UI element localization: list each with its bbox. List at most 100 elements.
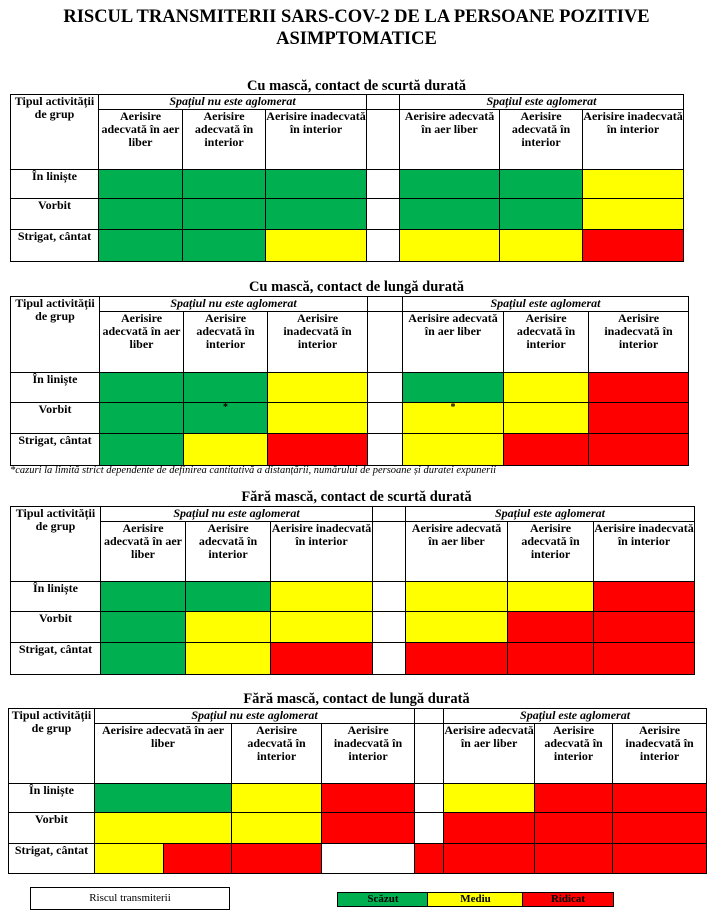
risk-cell-medium <box>183 433 268 466</box>
risk-cell-high <box>163 843 232 874</box>
star-mark: * <box>223 402 228 413</box>
risk-cell-medium <box>231 812 322 844</box>
risk-cell-high <box>443 812 536 844</box>
risk-cell-low <box>99 433 184 466</box>
col-inadequate: Aerisire inadecvată în interior <box>267 311 368 373</box>
risk-cell-medium <box>270 611 373 643</box>
risk-cell-low <box>499 198 583 230</box>
gap-cell <box>372 521 406 582</box>
gap-cell <box>367 296 403 312</box>
risk-cell-medium <box>499 229 583 262</box>
risk-cell-medium <box>503 402 589 434</box>
not-crowded-header: Spațiul nu este aglomerat <box>93 708 416 724</box>
risk-cell-high <box>592 581 696 612</box>
legend-high: Ridicat <box>522 892 614 907</box>
gap-cell <box>372 642 406 675</box>
gap-cell <box>366 169 400 199</box>
risk-cell-medium <box>185 611 271 643</box>
section-title-3: Fără mască, contact de scurtă durată <box>241 489 472 505</box>
risk-cell-medium <box>402 433 504 466</box>
risk-cell-high <box>320 812 416 844</box>
risk-cell-high <box>443 843 536 874</box>
gap-cell <box>366 94 400 110</box>
col-inadequate: Aerisire inadecvată în interior <box>612 723 708 784</box>
risk-cell-high <box>267 433 368 466</box>
risk-cell-low <box>98 229 183 262</box>
col-outdoor: Aerisire adecvată în aer liber <box>94 723 232 784</box>
row-quiet: În liniște <box>8 783 95 813</box>
risk-cell-medium <box>405 611 508 643</box>
col-outdoor: Aerisire adecvată în aer liber <box>99 311 184 373</box>
row-talk: Vorbit <box>8 812 95 844</box>
gap-cell <box>366 229 400 262</box>
risk-cell-low <box>399 169 500 199</box>
risk-cell-low <box>99 372 184 403</box>
risk-cell-high <box>587 402 690 434</box>
legend-low: Scăzut <box>337 892 429 907</box>
risk-cell-medium <box>507 581 594 612</box>
gap-cell <box>414 812 445 844</box>
gap-cell <box>372 611 406 643</box>
gap-cell <box>414 708 445 724</box>
legend-title: Riscul transmiterii <box>30 887 230 910</box>
gap-cell <box>367 433 403 466</box>
row-talk: Vorbit <box>10 198 99 230</box>
col-outdoor: Aerisire adecvată în aer liber <box>405 521 508 582</box>
risk-cell-high <box>507 642 594 675</box>
col-outdoor: Aerisire adecvată în aer liber <box>402 311 504 373</box>
risk-cell-high <box>270 642 373 675</box>
risk-cell-high <box>507 611 594 643</box>
gap-cell <box>367 311 403 373</box>
crowded-header: Spațiul este aglomerat <box>404 506 696 522</box>
risk-cell-high <box>581 229 685 262</box>
row-shout: Strigat, cântat <box>10 229 99 262</box>
risk-cell-empty <box>320 843 416 874</box>
row-quiet: În liniște <box>10 581 101 612</box>
risk-cell-medium <box>405 581 508 612</box>
col-indoor: Aerisire adecvată în interior <box>503 311 589 373</box>
col-outdoor: Aerisire adecvată în aer liber <box>443 723 536 784</box>
risk-cell-low <box>182 169 266 199</box>
risk-cell-medium <box>267 402 368 434</box>
risk-cell-medium <box>443 783 536 813</box>
risk-cell-medium <box>231 783 322 813</box>
group-header: Tipul activității de grup <box>10 94 99 170</box>
gap-cell <box>367 372 403 403</box>
risk-cell-high <box>592 611 696 643</box>
col-inadequate: Aerisire inadecvată în interior <box>265 109 367 170</box>
gap-cell <box>367 402 403 434</box>
not-crowded-header: Spațiul nu este aglomerat <box>99 296 368 312</box>
risk-cell-low <box>399 198 500 230</box>
risk-cell-medium <box>265 229 367 262</box>
risk-cell-low <box>100 581 186 612</box>
col-outdoor: Aerisire adecvată în aer liber <box>399 109 500 170</box>
col-inadequate: Aerisire inadecvată în interior <box>320 723 416 784</box>
row-shout: Strigat, cântat <box>10 642 101 675</box>
risk-cell-high <box>612 843 708 874</box>
col-outdoor: Aerisire adecvată în aer liber <box>100 521 186 582</box>
gap-cell <box>366 198 400 230</box>
risk-cell-medium <box>399 229 500 262</box>
risk-cell-high <box>534 783 614 813</box>
col-inadequate: Aerisire inadecvată în interior <box>270 521 373 582</box>
col-indoor: Aerisire adecvată în interior <box>499 109 583 170</box>
risk-cell-medium <box>503 372 589 403</box>
risk-cell-low-borderline: * <box>183 402 268 434</box>
risk-cell-high <box>320 783 416 813</box>
crowded-header: Spațiul este aglomerat <box>398 94 685 110</box>
risk-cell-low <box>99 402 184 434</box>
row-quiet: În liniște <box>10 169 99 199</box>
risk-cell-medium <box>94 843 164 874</box>
row-shout: Strigat, cântat <box>10 433 100 466</box>
risk-cell-low <box>265 198 367 230</box>
risk-cell-high <box>587 372 690 403</box>
footnote: *cazuri la limită strict dependente de d… <box>10 465 497 476</box>
col-indoor: Aerisire adecvată în interior <box>183 311 268 373</box>
risk-cell-low <box>182 229 266 262</box>
not-crowded-header: Spațiul nu este aglomerat <box>98 94 367 110</box>
row-talk: Vorbit <box>10 611 101 643</box>
section-title-4: Fără mască, contact de lungă durată <box>243 691 470 707</box>
risk-cell-low <box>265 169 367 199</box>
risk-cell-high <box>587 433 690 466</box>
risk-cell-medium <box>94 812 232 844</box>
